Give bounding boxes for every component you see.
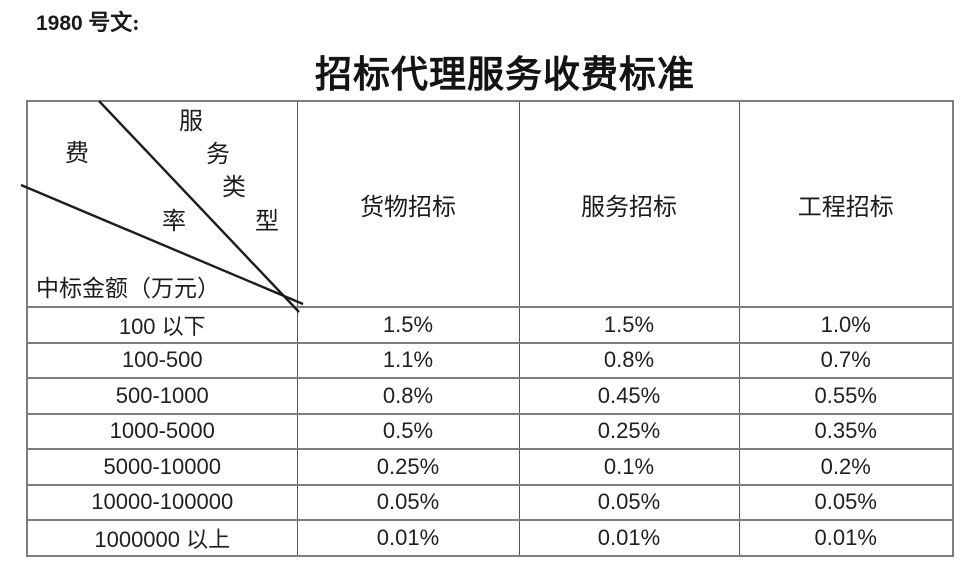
fee-rate-cell: 0.25%	[296, 448, 520, 486]
fee-rate-cell: 0.7%	[738, 341, 954, 379]
fee-rate-cell: 0.05%	[296, 483, 520, 521]
fee-rate-cell: 1.1%	[296, 341, 520, 379]
table-row: 1000000 以上 0.01% 0.01% 0.01%	[26, 519, 954, 557]
amount-range-cell: 100 以下	[26, 306, 298, 344]
amount-range-cell: 500-1000	[26, 377, 298, 415]
fee-rate-cell: 0.55%	[738, 377, 954, 415]
fee-rate-cell: 0.1%	[518, 448, 740, 486]
corner-rate-char: 费	[65, 141, 89, 167]
corner-col-axis-char: 型	[255, 209, 279, 235]
table-row: 5000-10000 0.25% 0.1% 0.2%	[26, 448, 954, 486]
fee-rate-cell: 1.5%	[518, 306, 740, 344]
fee-rate-cell: 0.45%	[518, 377, 740, 415]
doc-number-value: 1980	[36, 12, 83, 35]
amount-range-cell: 100-500	[26, 341, 298, 379]
corner-rate-char: 率	[162, 209, 186, 235]
table-row: 1000-5000 0.5% 0.25% 0.35%	[26, 412, 954, 450]
amount-range-cell: 1000000 以上	[26, 519, 298, 557]
fee-rate-cell: 0.01%	[738, 519, 954, 557]
table-row: 100 以下 1.5% 1.5% 1.0%	[26, 306, 954, 344]
amount-range-cell: 1000-5000	[26, 412, 298, 450]
doc-number: 1980 号文:	[36, 5, 140, 37]
column-header-goods: 货物招标	[296, 100, 520, 308]
table-row: 500-1000 0.8% 0.45% 0.55%	[26, 377, 954, 415]
header-row: 服 务 类 型 费 率 中标金额（万元） 货物招标 服务招标 工程招标	[20, 100, 954, 313]
corner-col-axis-char: 类	[222, 175, 246, 201]
fee-table-body: 100 以下 1.5% 1.5% 1.0% 100-500 1.1% 0.8% 0.7% 500…	[26, 306, 954, 557]
table-row: 100-500 1.1% 0.8% 0.7%	[26, 341, 954, 379]
fee-rate-cell: 0.8%	[518, 341, 740, 379]
fee-rate-cell: 1.5%	[296, 306, 520, 344]
table-row: 10000-100000 0.05% 0.05% 0.05%	[26, 483, 954, 521]
fee-table: 服 务 类 型 费 率 中标金额（万元） 货物招标 服务招标 工程招标 100 …	[20, 100, 954, 557]
column-header-services: 服务招标	[518, 100, 740, 308]
amount-range-cell: 10000-100000	[26, 483, 298, 521]
fee-rate-cell: 0.01%	[296, 519, 520, 557]
amount-range-cell: 5000-10000	[26, 448, 298, 486]
doc-number-label: 号文:	[82, 10, 140, 35]
page-title: 招标代理服务收费标准	[315, 55, 695, 96]
corner-row-axis-label: 中标金额（万元）	[36, 276, 220, 301]
column-header-engineering: 工程招标	[738, 100, 954, 308]
diagonal-divider-lines	[20, 100, 304, 313]
fee-rate-cell: 0.8%	[296, 377, 520, 415]
fee-rate-cell: 0.35%	[738, 412, 954, 450]
corner-col-axis-char: 服	[179, 109, 203, 135]
fee-rate-cell: 1.0%	[738, 306, 954, 344]
fee-rate-cell: 0.05%	[518, 483, 740, 521]
fee-rate-cell: 0.25%	[518, 412, 740, 450]
fee-rate-cell: 0.05%	[738, 483, 954, 521]
fee-rate-cell: 0.01%	[518, 519, 740, 557]
fee-rate-cell: 0.2%	[738, 448, 954, 486]
fee-rate-cell: 0.5%	[296, 412, 520, 450]
corner-col-axis-char: 务	[206, 142, 230, 168]
diagonal-header-cell: 服 务 类 型 费 率 中标金额（万元）	[20, 100, 304, 313]
